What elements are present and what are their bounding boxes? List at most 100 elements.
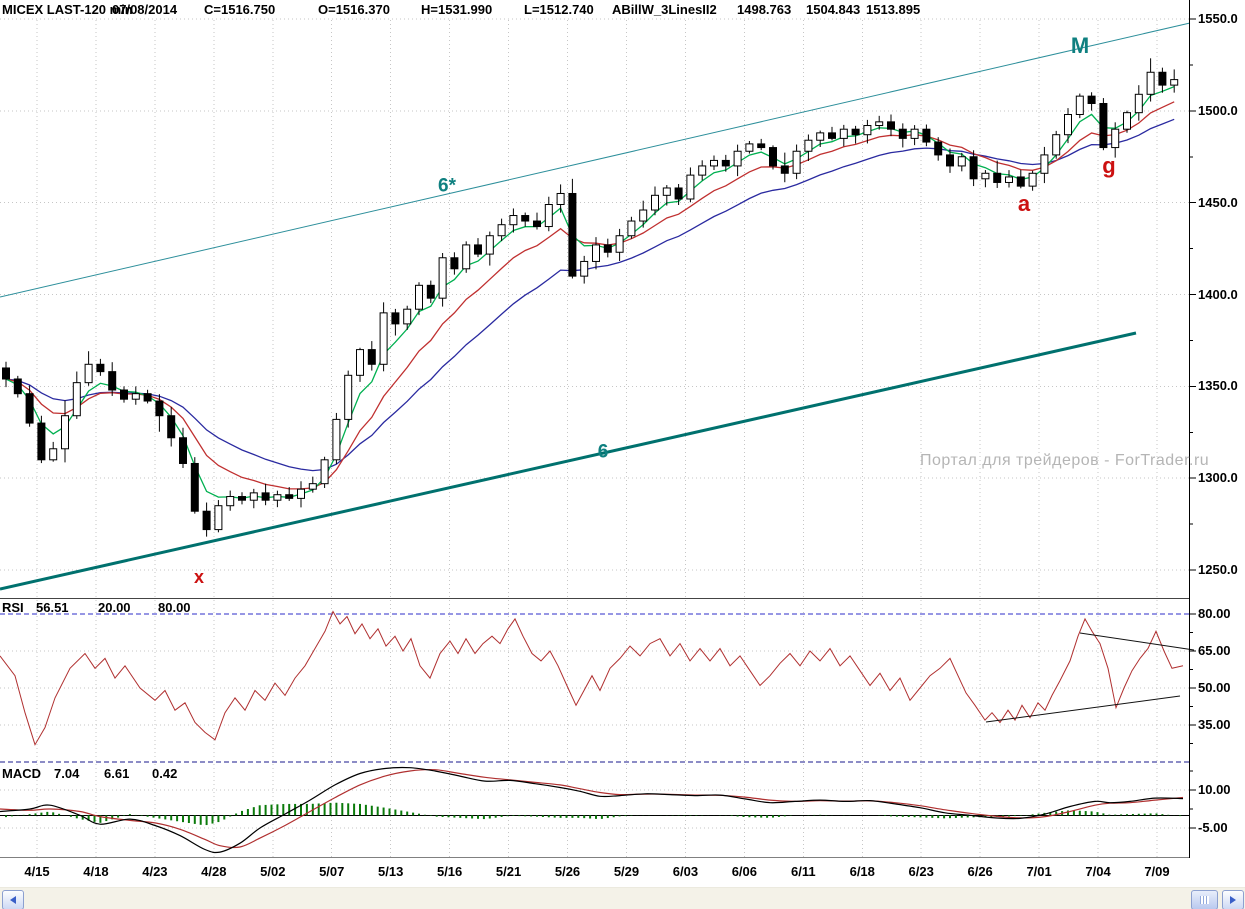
candle: [25, 393, 34, 424]
candle: [285, 494, 294, 499]
candle: [367, 349, 376, 365]
candle: [757, 143, 766, 149]
candle: [450, 257, 459, 270]
candle: [887, 121, 895, 130]
x-axis-label: 5/21: [495, 864, 522, 879]
candle: [686, 174, 695, 200]
candle: [332, 418, 341, 461]
candle: [179, 437, 187, 464]
y-axis-label: 1400.0: [1198, 286, 1238, 302]
candle: [710, 159, 718, 167]
x-axis-label: 6/23: [908, 864, 934, 879]
x-axis-label: 5/26: [554, 864, 581, 879]
candle: [627, 220, 636, 237]
candle: [308, 483, 317, 490]
scroll-left-button[interactable]: [2, 890, 24, 909]
price-trendline[interactable]: [0, 22, 1191, 298]
candle: [745, 143, 754, 152]
header-high: H=1531.990: [421, 2, 493, 17]
price-trendline[interactable]: [0, 331, 1137, 591]
candle: [426, 284, 435, 299]
candle: [839, 128, 848, 139]
x-axis-label: 6/18: [849, 864, 875, 879]
candle: [592, 244, 600, 262]
candle: [792, 150, 801, 174]
candle: [214, 505, 223, 531]
candle: [226, 496, 235, 507]
candle: [651, 194, 659, 211]
annotation-label-a[interactable]: a: [1017, 191, 1031, 216]
candle: [957, 156, 966, 167]
candle: [273, 494, 282, 501]
annotation-label-6*[interactable]: 6*: [438, 175, 456, 197]
candle: [981, 172, 990, 180]
x-axis-label: 5/16: [436, 864, 463, 879]
candle: [509, 215, 518, 226]
candle: [391, 312, 400, 325]
annotation-label-6[interactable]: 6: [597, 441, 609, 463]
y-axis-label: 35.00: [1198, 717, 1231, 732]
x-axis-label: 5/02: [260, 864, 286, 879]
candle: [37, 422, 46, 461]
candle: [721, 159, 730, 167]
y-axis-label: 1300.0: [1198, 470, 1238, 486]
candle: [851, 128, 860, 136]
x-axis-label: 4/18: [83, 864, 109, 879]
x-axis-label: 4/28: [201, 864, 227, 879]
chart-canvas[interactable]: [0, 0, 1245, 858]
candle: [946, 154, 954, 167]
candle: [13, 378, 22, 395]
candle: [1075, 95, 1084, 116]
x-axis-label: 7/09: [1144, 864, 1170, 879]
candle: [580, 260, 589, 277]
candle: [863, 125, 872, 136]
indicator-name: ABillW_3LinesII2: [612, 2, 717, 17]
header-close: C=1516.750: [204, 2, 276, 17]
candle: [1170, 79, 1179, 86]
y-axis-label: -5.00: [1198, 820, 1228, 835]
scroll-right-button[interactable]: [1222, 890, 1244, 909]
right-arrow-icon: [1230, 896, 1236, 904]
horizontal-scrollbar[interactable]: [0, 887, 1245, 909]
rsi-trendline[interactable]: [985, 695, 1181, 723]
candle: [934, 141, 943, 156]
candle: [131, 393, 140, 400]
rsi-trendline[interactable]: [1079, 632, 1195, 651]
x-axis-label: 7/01: [1026, 864, 1052, 879]
candle: [297, 488, 305, 499]
candle: [72, 382, 81, 417]
candle: [1123, 112, 1131, 130]
candle: [320, 459, 329, 485]
annotation-label-M[interactable]: M: [1070, 33, 1090, 58]
candle: [415, 284, 423, 310]
candle: [379, 312, 388, 365]
annotation-label-x[interactable]: x: [193, 567, 205, 587]
candle: [568, 192, 577, 277]
candle: [922, 128, 931, 143]
x-axis-label: 6/26: [967, 864, 993, 879]
candle: [261, 492, 270, 501]
header-date: 07/08/2014: [112, 2, 178, 17]
candle: [1016, 176, 1025, 187]
thumb-grip-icon: [1200, 896, 1209, 904]
candle: [780, 165, 789, 174]
candle: [462, 244, 471, 270]
x-axis-label: 6/03: [672, 864, 699, 879]
candle: [96, 363, 105, 373]
candle: [438, 257, 447, 299]
candle: [61, 415, 69, 450]
candle: [662, 187, 671, 196]
candle: [698, 165, 707, 176]
y-axis-label: 10.00: [1198, 782, 1231, 797]
annotation-label-g[interactable]: g: [1102, 153, 1116, 178]
x-axis-label: 5/29: [613, 864, 640, 879]
candle: [84, 363, 93, 384]
rsi-title: RSI: [2, 600, 24, 615]
candle: [238, 496, 246, 501]
indicator-value-slow: 1498.763: [737, 2, 792, 17]
candle: [533, 220, 541, 228]
scroll-thumb[interactable]: [1191, 890, 1218, 909]
candle: [1134, 93, 1143, 114]
candle: [544, 204, 553, 228]
candle: [1099, 102, 1108, 149]
